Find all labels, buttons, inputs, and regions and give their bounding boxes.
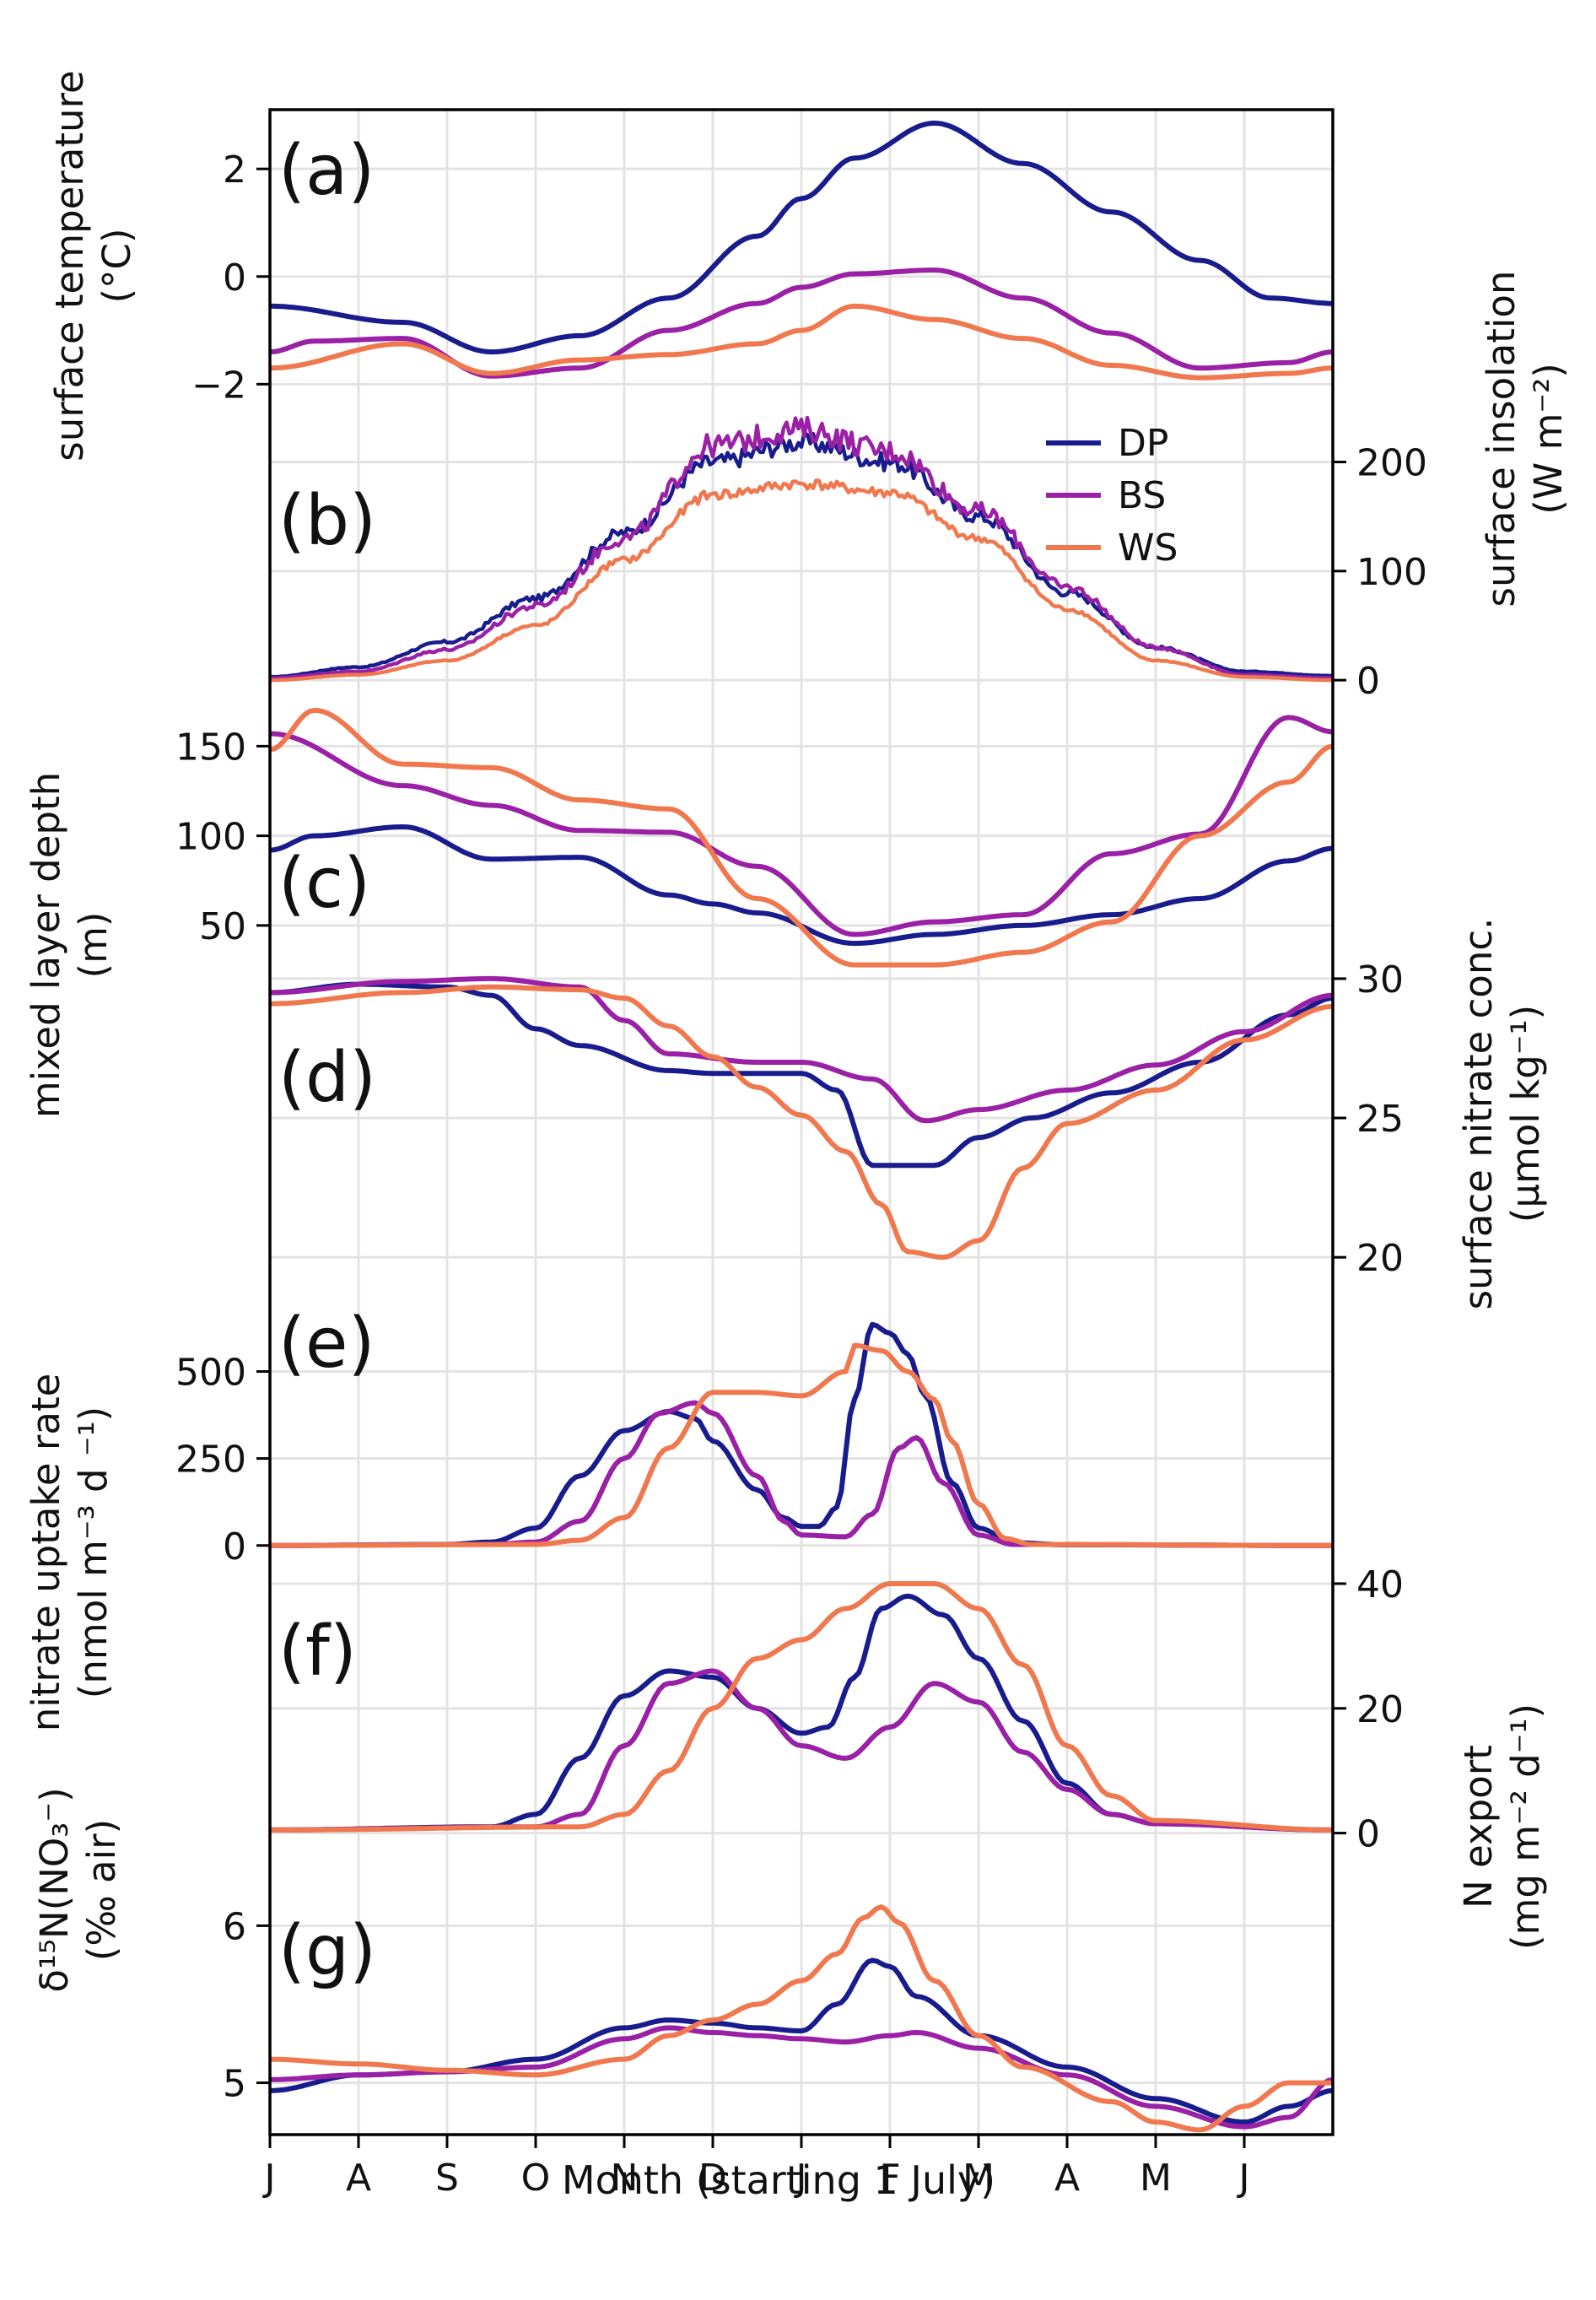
- x-tick-label: N: [611, 2157, 639, 2200]
- series-line-ws: [269, 303, 1334, 381]
- y-axis-label: mixed layer depth(m): [24, 772, 116, 1118]
- y-axis-label-line: δ¹⁵N(NO₃⁻): [32, 1787, 77, 1992]
- series-line-ws: [269, 707, 1334, 968]
- y-tick-label: 250: [175, 1439, 246, 1482]
- x-tick-label: J: [262, 2157, 276, 2200]
- panel-c: 50 100 150 (c) mixed layer depth(m): [24, 707, 1334, 1118]
- y-tick-label: 150: [175, 726, 246, 769]
- legend-label-bs: BS: [1118, 474, 1166, 517]
- series-line-ws: [270, 1581, 1333, 1833]
- y-tick-label: 5: [223, 2063, 246, 2106]
- y-axis-label-line: (μmol kg⁻¹): [1503, 1005, 1548, 1223]
- series-line-dp: [269, 120, 1334, 355]
- panel-g: 5 6 (g) δ¹⁵N(NO₃⁻)(‰ air): [32, 1787, 1334, 2133]
- y-tick-label: 6: [223, 1905, 246, 1948]
- y-axis-label-line: surface temperature: [47, 70, 92, 461]
- y-tick-label: 2: [223, 148, 246, 192]
- x-axis-label: Month (starting 1 July): [562, 2157, 995, 2203]
- y-tick-label: 40: [1356, 1563, 1404, 1606]
- y-axis-label: nitrate uptake rate(nmol m⁻³ d ⁻¹): [24, 1374, 116, 1732]
- series-line-ws: [269, 1342, 1334, 1548]
- y-tick-label: 30: [1356, 958, 1404, 1002]
- legend-label-dp: DP: [1118, 422, 1168, 465]
- y-axis-label-line: (m): [71, 912, 116, 979]
- panel-label: (d): [278, 1038, 376, 1118]
- y-axis-label-line: (°C): [94, 228, 139, 303]
- y-tick-label: 0: [1356, 660, 1380, 703]
- y-tick-label: 0: [223, 256, 246, 300]
- panel-label: (e): [278, 1304, 375, 1384]
- panel-label: (f): [278, 1612, 357, 1692]
- y-tick-label: 50: [199, 905, 246, 948]
- y-axis-label-line: nitrate uptake rate: [24, 1374, 68, 1732]
- y-axis-label-line: mixed layer depth: [24, 772, 68, 1118]
- y-tick-label: 25: [1356, 1098, 1404, 1141]
- x-tick-label: M: [962, 2157, 995, 2200]
- panel-e: 0 250 500 (e) nitrate uptake rate(nmol m⁻³ d…: [24, 1304, 1334, 1732]
- x-tick-label: O: [521, 2157, 551, 2200]
- series-line-bs: [269, 415, 1333, 680]
- x-tick-label: M: [1140, 2157, 1172, 2200]
- x-tick-label: F: [879, 2157, 900, 2200]
- y-axis-label: surface nitrate conc.(μmol kg⁻¹): [1456, 918, 1548, 1310]
- series-line-bs: [270, 975, 1334, 1124]
- y-axis-label-line: N export: [1456, 1745, 1501, 1909]
- x-tick-label: J: [1237, 2157, 1250, 2200]
- y-axis-label: δ¹⁵N(NO₃⁻)(‰ air): [32, 1787, 124, 1992]
- y-axis-label-line: (‰ air): [79, 1819, 124, 1961]
- panel-label: (c): [278, 844, 370, 924]
- x-tick-label: S: [435, 2157, 459, 2200]
- y-tick-label: 20: [1356, 1688, 1404, 1731]
- y-tick-label: 20: [1356, 1237, 1404, 1280]
- y-tick-label: 200: [1356, 442, 1427, 485]
- y-axis-label-line: (mg m⁻² d⁻¹): [1503, 1703, 1548, 1950]
- y-tick-label: −2: [191, 364, 246, 407]
- y-axis-label: surface temperature(°C): [47, 70, 139, 461]
- series-line-bs: [269, 715, 1334, 937]
- panel-label: (g): [278, 1911, 376, 1991]
- series-line-ws: [270, 478, 1333, 683]
- x-tick-label: J: [794, 2157, 807, 2200]
- panel-d: 20 25 30 (d) surface nitrate conc.(μmol kg⁻¹…: [270, 918, 1548, 1310]
- y-axis-label-line: (nmol m⁻³ d ⁻¹): [71, 1406, 116, 1698]
- y-tick-label: 500: [175, 1352, 246, 1395]
- legend: DP BS WS: [1046, 422, 1178, 570]
- y-axis-label: N export(mg m⁻² d⁻¹): [1456, 1703, 1548, 1950]
- panel-a: −2 0 2 (a) surface temperature(°C): [47, 70, 1334, 462]
- panel-f: 0 20 40 (f) N export(mg m⁻² d⁻¹): [270, 1563, 1548, 1950]
- series-line-dp: [270, 981, 1334, 1169]
- series-line-ws: [269, 1904, 1333, 2133]
- y-tick-label: 0: [1356, 1813, 1380, 1856]
- panels-layer: −202 (a)surface temperature(°C)0100200(b)…: [24, 70, 1571, 2136]
- y-tick-label: 0: [223, 1525, 246, 1568]
- y-tick-label: 100: [1356, 551, 1427, 594]
- x-tick-label: D: [698, 2157, 727, 2200]
- y-axis-label-line: surface insolation: [1479, 271, 1523, 607]
- y-axis-label-line: (W m⁻²): [1526, 363, 1571, 515]
- y-tick-label: 100: [175, 816, 246, 859]
- panel-label: (a): [278, 131, 375, 211]
- panel-b: 0 100 200 (b) surface insolation(W m⁻²): [269, 271, 1571, 703]
- panel-label: (b): [278, 481, 376, 561]
- series-line-ws: [270, 984, 1334, 1261]
- legend-label-ws: WS: [1118, 526, 1178, 570]
- y-axis-label-line: surface nitrate conc.: [1456, 918, 1501, 1310]
- x-tick-label: A: [1054, 2157, 1080, 2200]
- y-axis-label: surface insolation(W m⁻²): [1479, 271, 1571, 607]
- x-tick-label: A: [346, 2157, 371, 2200]
